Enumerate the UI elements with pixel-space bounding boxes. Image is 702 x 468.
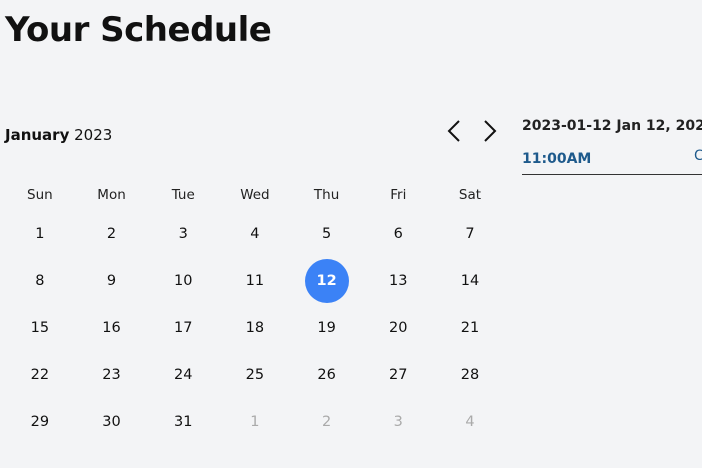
day-cell[interactable]: 27 <box>389 366 408 383</box>
weekday-header: Fri <box>390 187 407 203</box>
weekday-header: Mon <box>97 187 126 203</box>
schedule-panel: 2023-01-12 Jan 12, 2023 11:00AM C <box>522 118 702 175</box>
day-cell[interactable]: 14 <box>460 272 480 289</box>
day-number: 12 <box>304 258 349 303</box>
day-cell[interactable]: 7 <box>465 225 475 242</box>
day-cell[interactable]: 6 <box>393 225 403 242</box>
day-cell[interactable]: 2 <box>106 225 117 242</box>
day-cell[interactable]: 4 <box>250 225 260 242</box>
day-cell[interactable]: 4 <box>465 413 475 430</box>
year: 2023 <box>74 126 113 144</box>
day-cell[interactable]: 2 <box>321 413 332 430</box>
day-cell[interactable]: 22 <box>30 366 50 383</box>
weekday-header: Tue <box>171 187 195 203</box>
weekday-header: Wed <box>240 187 270 203</box>
chevron-right-icon <box>484 120 497 142</box>
day-cell[interactable]: 17 <box>173 319 193 336</box>
page-title: Your Schedule <box>5 10 272 50</box>
calendar-grid: Sun Mon Tue Wed Thu Fri Sat 1 2 3 4 5 6 7 8 9 10 11 12 13 14… <box>4 180 506 445</box>
day-cell[interactable]: 13 <box>389 272 408 289</box>
time-slot[interactable]: 11:00AM C <box>522 148 702 175</box>
day-cell[interactable]: 31 <box>173 413 193 430</box>
day-cell[interactable]: 3 <box>178 225 188 242</box>
weekday-header: Sat <box>458 187 482 203</box>
day-cell[interactable]: 1 <box>250 413 260 430</box>
day-cell[interactable]: 21 <box>460 319 480 336</box>
day-cell[interactable]: 20 <box>389 319 408 336</box>
day-cell[interactable]: 5 <box>321 225 332 242</box>
next-month-button[interactable] <box>479 118 503 144</box>
slot-extra: C <box>694 148 702 164</box>
day-cell[interactable]: 9 <box>106 272 117 289</box>
chevron-left-icon <box>447 120 460 142</box>
day-cell[interactable]: 15 <box>30 319 50 336</box>
slot-time: 11:00AM <box>522 151 592 167</box>
weekday-header: Thu <box>313 187 340 203</box>
day-cell[interactable]: 19 <box>317 319 336 336</box>
day-cell-selected[interactable]: 12 <box>291 257 363 304</box>
day-cell[interactable]: 23 <box>102 366 121 383</box>
day-cell[interactable]: 29 <box>30 413 50 430</box>
day-cell[interactable]: 18 <box>245 319 265 336</box>
selected-date: 2023-01-12 Jan 12, 2023 <box>522 118 702 134</box>
month-label: January 2023 <box>5 126 112 144</box>
day-cell[interactable]: 28 <box>460 366 480 383</box>
day-cell[interactable]: 26 <box>317 366 336 383</box>
day-cell[interactable]: 8 <box>35 272 45 289</box>
day-cell[interactable]: 11 <box>245 272 265 289</box>
day-cell[interactable]: 3 <box>393 413 403 430</box>
month-name: January <box>5 126 70 144</box>
day-cell[interactable]: 30 <box>102 413 121 430</box>
prev-month-button[interactable] <box>443 118 467 144</box>
day-cell[interactable]: 16 <box>102 319 121 336</box>
day-cell[interactable]: 25 <box>245 366 265 383</box>
day-cell[interactable]: 10 <box>173 272 193 289</box>
weekday-header: Sun <box>27 187 53 203</box>
day-cell[interactable]: 1 <box>35 225 45 242</box>
day-cell[interactable]: 24 <box>173 366 193 383</box>
